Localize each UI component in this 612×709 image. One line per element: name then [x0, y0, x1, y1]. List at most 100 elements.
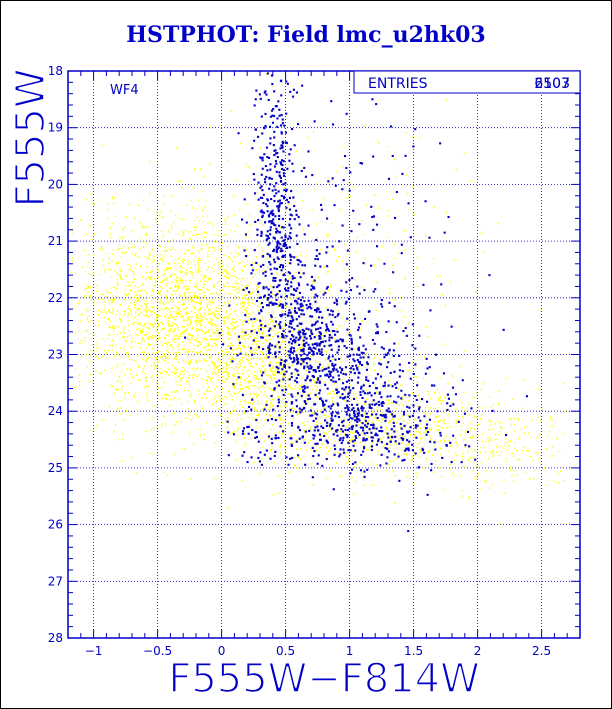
data-point — [314, 412, 317, 415]
data-point — [292, 340, 295, 343]
data-point — [517, 473, 519, 476]
data-point — [319, 352, 322, 355]
data-point — [410, 460, 412, 462]
data-point — [288, 341, 291, 344]
data-point — [282, 226, 285, 229]
data-point — [418, 455, 420, 458]
data-point — [288, 378, 291, 381]
data-point — [514, 430, 516, 433]
data-point — [419, 442, 421, 444]
data-point — [509, 469, 512, 471]
data-point — [407, 470, 409, 472]
data-point — [305, 339, 307, 341]
data-point — [307, 343, 310, 346]
data-point — [445, 444, 448, 447]
data-point — [177, 288, 179, 290]
data-point — [362, 383, 365, 385]
data-point — [255, 331, 258, 334]
data-point — [354, 393, 357, 395]
data-point — [298, 456, 300, 459]
data-point — [377, 450, 379, 452]
data-point — [293, 276, 296, 279]
data-point — [202, 209, 205, 212]
data-point — [235, 333, 237, 336]
data-point — [282, 371, 284, 373]
data-point — [366, 392, 369, 395]
data-point — [188, 380, 190, 383]
data-point — [305, 255, 307, 257]
data-point — [104, 271, 106, 273]
data-point — [461, 416, 464, 418]
data-point — [164, 360, 166, 362]
data-point — [345, 426, 347, 428]
data-point — [202, 386, 204, 388]
data-point — [208, 400, 211, 403]
data-point — [469, 430, 471, 432]
data-point — [525, 450, 528, 452]
data-point — [227, 506, 229, 509]
data-point — [336, 387, 338, 389]
data-point — [207, 390, 209, 392]
data-point — [245, 285, 247, 287]
data-point — [269, 368, 271, 370]
data-point — [319, 447, 321, 449]
data-point — [124, 293, 126, 295]
data-point — [374, 417, 376, 419]
data-point — [479, 488, 481, 491]
data-point — [525, 471, 527, 474]
data-point — [272, 373, 275, 376]
data-point — [215, 292, 218, 294]
data-point — [194, 373, 196, 376]
data-point — [231, 321, 233, 323]
data-point — [122, 330, 125, 332]
data-point — [276, 156, 279, 159]
data-point — [517, 458, 519, 460]
data-point — [288, 385, 290, 387]
data-point — [195, 295, 197, 297]
data-point — [222, 352, 225, 355]
data-point — [468, 459, 470, 462]
data-point — [181, 271, 184, 273]
data-point — [301, 296, 304, 299]
data-point — [259, 271, 261, 273]
data-point — [71, 257, 74, 259]
data-point — [291, 395, 294, 398]
data-point — [384, 387, 386, 389]
data-point — [272, 389, 274, 391]
data-point — [277, 208, 280, 211]
data-point — [98, 320, 100, 323]
data-point — [158, 323, 160, 325]
data-point — [114, 423, 117, 426]
data-point — [353, 493, 355, 495]
data-point — [290, 326, 293, 329]
data-point — [277, 341, 280, 344]
data-point — [279, 356, 281, 358]
data-point — [217, 329, 219, 332]
data-point — [207, 250, 209, 252]
data-point — [156, 366, 158, 368]
data-point — [477, 424, 479, 426]
data-point — [164, 327, 166, 329]
data-point — [123, 328, 125, 330]
data-point — [273, 90, 276, 93]
data-point — [224, 395, 226, 398]
data-point — [364, 257, 367, 259]
data-point — [148, 257, 151, 259]
data-point — [148, 316, 150, 318]
data-point — [259, 318, 261, 321]
data-point — [268, 457, 271, 459]
data-point — [265, 239, 268, 242]
data-point — [376, 281, 378, 283]
data-point — [188, 339, 191, 341]
data-point — [188, 363, 190, 365]
data-point — [167, 317, 169, 319]
data-point — [237, 392, 239, 394]
data-point — [275, 298, 278, 301]
data-point — [293, 256, 296, 259]
data-point — [309, 334, 312, 337]
data-point — [119, 318, 122, 321]
data-point — [129, 298, 131, 300]
data-point — [421, 398, 424, 401]
data-point — [323, 381, 325, 383]
data-point — [491, 449, 494, 452]
